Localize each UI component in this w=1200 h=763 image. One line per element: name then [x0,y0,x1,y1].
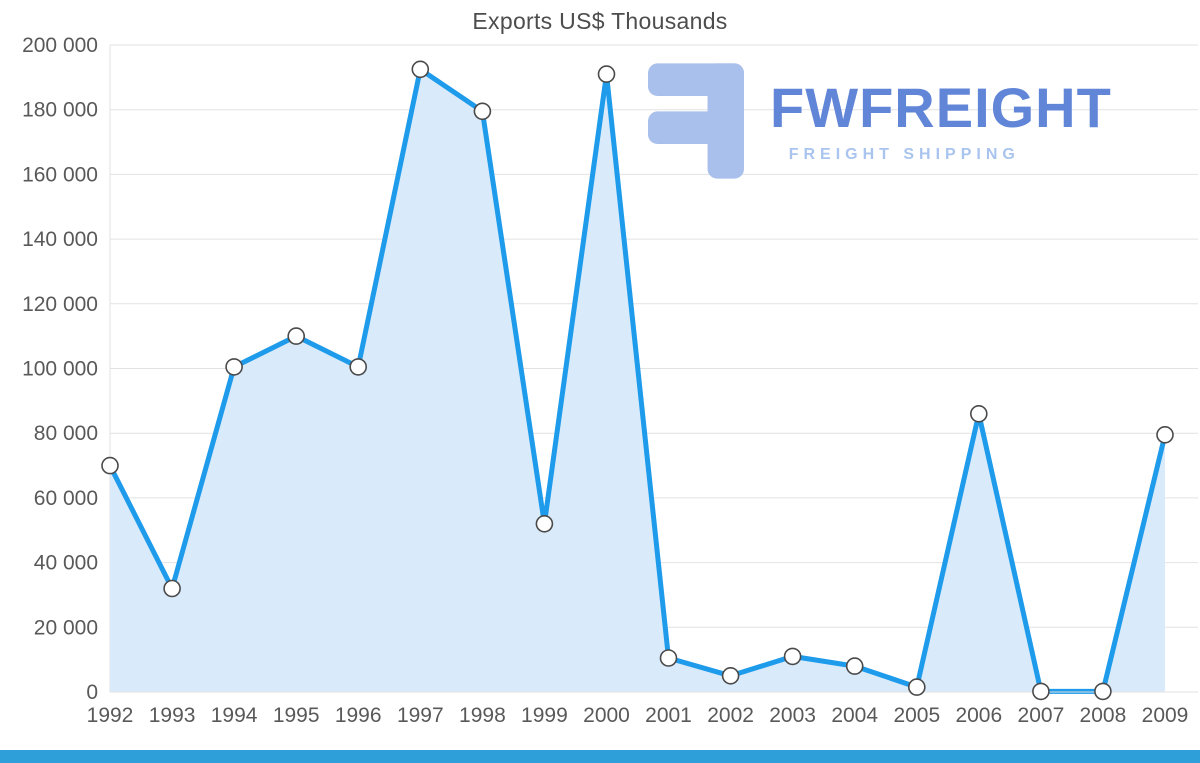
data-point-1995[interactable] [287,327,306,345]
data-point-1992[interactable] [101,456,119,475]
y-tick-label: 100 000 [22,358,98,381]
y-tick-label: 140 000 [22,228,98,251]
data-point-1993[interactable] [163,579,181,598]
x-tick-label: 2003 [769,704,816,727]
y-tick-label: 160 000 [22,163,98,186]
x-tick-label: 2001 [645,704,692,727]
data-point-1997[interactable] [411,60,430,79]
y-tick-label: 180 000 [22,99,98,122]
x-tick-label: 1993 [149,704,196,727]
x-tick-label: 2006 [955,704,1002,727]
data-point-2001[interactable] [659,649,678,667]
x-tick-label: 1995 [273,704,320,727]
data-point-2003[interactable] [783,647,802,666]
data-point-2008[interactable] [1094,682,1112,701]
data-point-1998[interactable] [473,102,492,121]
y-tick-label: 20 000 [34,616,98,639]
x-tick-label: 1999 [521,704,568,727]
data-point-2007[interactable] [1032,682,1050,701]
x-tick-label: 2005 [893,704,940,727]
data-point-1996[interactable] [349,358,368,376]
data-point-2004[interactable] [845,657,864,675]
data-point-2002[interactable] [721,666,740,685]
data-point-1994[interactable] [225,358,243,376]
y-tick-label: 0 [86,681,98,704]
x-tick-label: 1992 [87,704,134,727]
x-tick-label: 2008 [1080,704,1127,727]
data-point-2005[interactable] [907,678,926,696]
chart-title: Exports US$ Thousands [472,8,728,34]
y-tick-label: 120 000 [22,293,98,316]
data-point-2006[interactable] [969,404,988,423]
x-tick-label: 1997 [397,704,444,727]
x-tick-label: 2009 [1142,704,1189,727]
series-line [107,66,1168,694]
x-tick-label: 2002 [707,704,754,727]
x-tick-label: 2007 [1018,704,1065,727]
x-tick-label: 2000 [583,704,630,727]
x-tick-label: 1996 [335,704,382,727]
y-tick-label: 200 000 [22,34,98,57]
x-tick-label: 1998 [459,704,506,727]
data-point-2000[interactable] [597,65,616,83]
y-tick-label: 60 000 [34,487,98,510]
y-tick-label: 40 000 [34,552,98,575]
data-point-2009[interactable] [1156,425,1174,444]
x-tick-label: 2004 [831,704,878,727]
y-tick-label: 80 000 [34,422,98,445]
data-point-1999[interactable] [535,514,554,533]
footer-bar [0,750,1200,763]
x-tick-label: 1994 [211,704,258,727]
